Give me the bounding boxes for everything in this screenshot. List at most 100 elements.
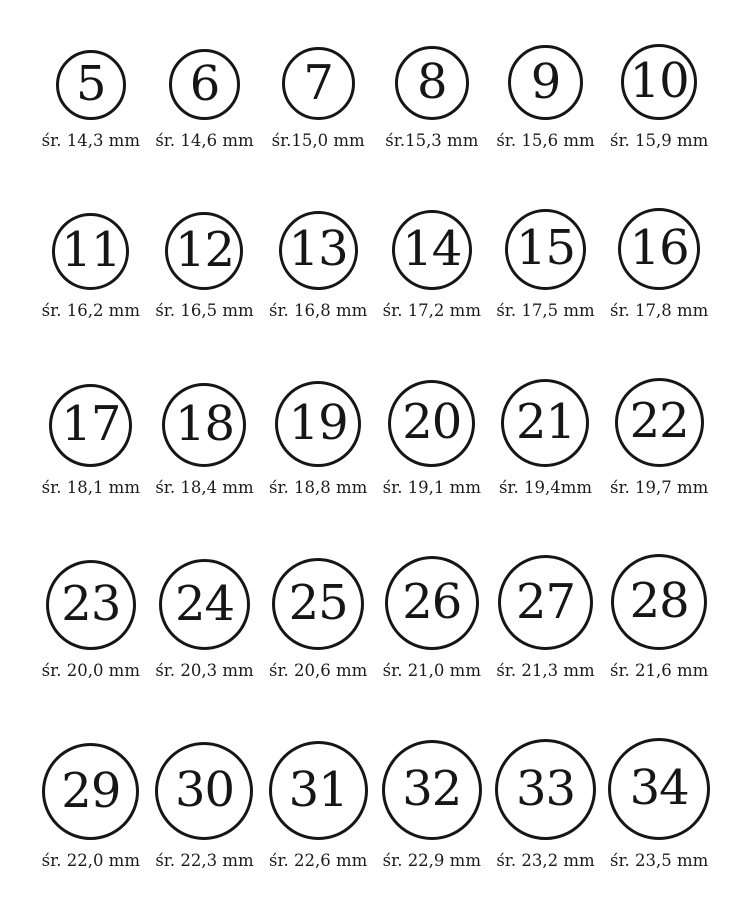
ring-size-number: 34	[629, 760, 690, 817]
ring-diameter-label: śr. 22,0 mm	[41, 851, 140, 871]
ring-circle: 29	[42, 743, 140, 841]
ring-cell: 14 śr. 17,2 mm	[382, 209, 481, 321]
ring-diameter-label: śr. 18,4 mm	[155, 477, 254, 497]
ring-circle: 30	[155, 742, 254, 841]
ring-cell: 21 śr. 19,4mm	[498, 378, 593, 498]
ring-diameter-label: śr. 22,3 mm	[155, 851, 254, 871]
ring-cell: 6 śr. 14,6 mm	[155, 49, 254, 151]
ring-size-number: 26	[402, 574, 462, 631]
ring-cell: 12 śr. 16,5 mm	[155, 211, 254, 321]
ring-diameter-label: śr. 19,1 mm	[382, 477, 481, 497]
ring-circle: 9	[507, 45, 583, 120]
ring-circle: 6	[168, 49, 240, 120]
ring-diameter-label: śr. 17,8 mm	[610, 300, 709, 320]
ring-diameter-label: śr. 15,6 mm	[496, 131, 595, 150]
ring-diameter-label: śr.15,3 mm	[385, 131, 479, 150]
ring-cell: 10 śr. 15,9 mm	[610, 44, 708, 151]
ring-cell: 19 śr. 18,8 mm	[269, 380, 368, 498]
ring-cell: 8 śr.15,3 mm	[385, 46, 478, 151]
ring-diameter-label: śr. 23,2 mm	[496, 851, 595, 871]
ring-size-number: 19	[288, 394, 349, 451]
ring-circle: 31	[268, 741, 368, 841]
ring-size-number: 18	[174, 395, 235, 452]
ring-cell: 7 śr.15,0 mm	[272, 47, 365, 151]
ring-circle: 16	[618, 207, 701, 290]
ring-row: 11 śr. 16,2 mm 12 śr. 16,5 mm 13 śr. 16,…	[34, 207, 716, 321]
ring-size-number: 23	[61, 576, 121, 633]
ring-cell: 22 śr. 19,7 mm	[610, 377, 709, 498]
ring-diameter-label: śr. 14,3 mm	[41, 131, 140, 150]
ring-cell: 29 śr. 22,0 mm	[42, 743, 140, 871]
ring-circle: 13	[278, 210, 358, 290]
ring-size-number: 28	[629, 573, 690, 630]
ring-cell: 17 śr. 18,1 mm	[41, 383, 140, 498]
ring-circle: 24	[158, 559, 250, 651]
ring-diameter-label: śr. 15,9 mm	[610, 131, 709, 150]
ring-circle: 18	[162, 382, 247, 467]
ring-size-number: 17	[61, 396, 121, 453]
ring-cell: 24 śr. 20,3 mm	[155, 559, 254, 681]
ring-size-number: 30	[174, 762, 235, 819]
ring-cell: 31 śr. 22,6 mm	[268, 741, 368, 871]
ring-diameter-label: śr. 20,0 mm	[41, 661, 140, 681]
ring-circle: 32	[381, 740, 482, 841]
ring-diameter-label: śr. 22,9 mm	[382, 851, 481, 871]
ring-diameter-label: śr. 21,6 mm	[610, 661, 709, 681]
ring-size-number: 33	[515, 760, 576, 817]
ring-circle: 22	[614, 377, 704, 467]
ring-row: 29 śr. 22,0 mm 30 śr. 22,3 mm 31 śr. 22,…	[34, 738, 716, 871]
ring-circle: 19	[275, 380, 362, 467]
ring-circle: 28	[611, 554, 708, 651]
ring-row: 5 śr. 14,3 mm 6 śr. 14,6 mm 7 śr.15,0 mm…	[34, 44, 716, 151]
ring-diameter-label: śr. 17,5 mm	[496, 300, 595, 320]
ring-circle: 8	[394, 46, 469, 120]
ring-cell: 30 śr. 22,3 mm	[155, 742, 254, 871]
ring-circle: 7	[281, 47, 355, 120]
ring-size-number: 15	[515, 220, 576, 277]
ring-diameter-label: śr. 18,1 mm	[41, 477, 140, 497]
ring-diameter-label: śr. 19,7 mm	[610, 477, 709, 497]
ring-size-number: 9	[530, 53, 562, 110]
ring-size-number: 24	[174, 575, 235, 632]
ring-size-number: 27	[515, 573, 576, 630]
ring-size-number: 20	[402, 394, 462, 451]
ring-size-number: 32	[402, 761, 462, 818]
ring-cell: 32 śr. 22,9 mm	[381, 740, 482, 871]
ring-circle: 15	[504, 208, 586, 290]
ring-diameter-label: śr. 16,8 mm	[269, 300, 368, 320]
ring-circle: 5	[55, 50, 126, 120]
ring-circle: 27	[497, 555, 593, 651]
ring-size-number: 10	[629, 53, 690, 109]
ring-diameter-label: śr. 14,6 mm	[155, 131, 254, 150]
ring-diameter-label: śr. 18,8 mm	[269, 477, 368, 497]
ring-circle: 26	[384, 556, 479, 651]
ring-size-number: 6	[189, 55, 221, 112]
ring-circle: 14	[391, 209, 472, 290]
ring-cell: 34 śr. 23,5 mm	[608, 738, 711, 871]
ring-size-number: 8	[417, 54, 448, 110]
ring-diameter-label: śr. 17,2 mm	[382, 300, 481, 320]
ring-diameter-label: śr. 19,4mm	[498, 477, 593, 497]
ring-circle: 34	[608, 738, 711, 841]
ring-cell: 18 śr. 18,4 mm	[155, 382, 254, 498]
ring-circle: 20	[388, 379, 476, 467]
ring-diameter-label: śr. 20,3 mm	[155, 661, 254, 681]
ring-diameter-label: śr.15,0 mm	[271, 131, 365, 150]
ring-row: 17 śr. 18,1 mm 18 śr. 18,4 mm 19 śr. 18,…	[34, 377, 716, 498]
ring-size-number: 13	[288, 221, 349, 278]
ring-diameter-label: śr. 16,2 mm	[41, 300, 140, 320]
ring-diameter-label: śr. 21,0 mm	[382, 661, 481, 681]
ring-cell: 20 śr. 19,1 mm	[382, 379, 481, 498]
ring-circle: 17	[49, 383, 133, 467]
ring-diameter-label: śr. 16,5 mm	[155, 300, 254, 320]
ring-size-number: 21	[515, 393, 576, 450]
ring-size-number: 25	[288, 575, 349, 632]
ring-cell: 26 śr. 21,0 mm	[383, 556, 481, 681]
ring-cell: 11 śr. 16,2 mm	[41, 212, 140, 321]
ring-size-number: 14	[402, 220, 462, 277]
ring-cell: 33 śr. 23,2 mm	[494, 739, 596, 871]
ring-diameter-label: śr. 23,5 mm	[610, 851, 709, 871]
ring-circle: 33	[494, 739, 596, 841]
ring-cell: 23 śr. 20,0 mm	[42, 560, 140, 681]
